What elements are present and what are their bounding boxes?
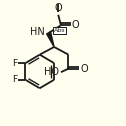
Text: O: O (54, 3, 62, 13)
Text: Abs: Abs (54, 28, 65, 33)
Polygon shape (47, 32, 54, 47)
Text: HO: HO (44, 67, 59, 77)
Text: F: F (12, 75, 18, 84)
Text: O: O (80, 64, 88, 74)
Text: HN: HN (30, 27, 45, 37)
Text: O: O (72, 20, 80, 30)
Text: F: F (12, 59, 18, 68)
